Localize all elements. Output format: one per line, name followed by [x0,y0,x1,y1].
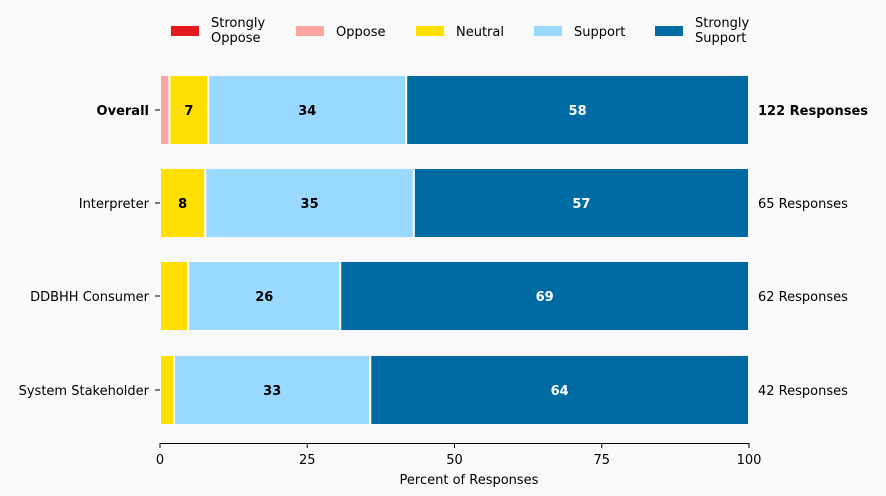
y-tick-label-system-stakeholder: System Stakeholder [19,384,150,399]
legend-item-oppose: Oppose [296,25,385,40]
legend-item-neutral: Neutral [416,25,504,40]
bar-segment-neutral [159,354,176,426]
bar-segment-support [207,74,408,146]
x-tick-label: 50 [446,453,463,468]
x-tick-label: 0 [156,453,164,468]
bars: 7 34 58 8 35 57 26 69 33 64 [159,74,750,426]
bar-row-overall: 7 34 58 [159,74,750,146]
legend-swatch-neutral [416,26,444,36]
bar-row-system-stakeholder: 33 64 [159,354,750,426]
bar-segment-oppose [159,74,171,146]
data-label: 33 [263,384,281,399]
bar-row-interpreter: 8 35 57 [159,167,750,239]
x-tick-label: 25 [299,453,316,468]
x-tick-label: 100 [737,453,762,468]
y-tick-label-overall: Overall [97,104,149,119]
legend-item-support: Support [534,25,625,40]
bar-segment-strongly-support [405,74,750,146]
x-axis-label: Percent of Responses [400,473,539,488]
y-tick-label-interpreter: Interpreter [79,197,150,212]
legend-swatch-strongly-support [655,26,683,36]
bar-segment-strongly-support [412,167,750,239]
x-axis: 0 25 50 75 100 [156,443,762,468]
data-label: 26 [255,290,273,305]
x-tick-label: 75 [593,453,610,468]
response-count: 42 Responses [758,384,848,399]
bar-segment-neutral [168,74,210,146]
y-axis-labels: Overall Interpreter DDBHH Consumer System S… [19,104,160,399]
legend-swatch-strongly-oppose [171,26,199,36]
legend-label: Strongly [211,16,265,31]
bar-row-ddbhh-consumer: 26 69 [159,260,750,332]
data-label: 57 [572,197,590,212]
data-label: 34 [298,104,316,119]
legend-label: Neutral [456,25,504,40]
legend-label: Oppose [336,25,385,40]
legend-label: Support [574,25,625,40]
legend-label: Strongly [695,16,749,31]
bar-segment-strongly-support [369,354,750,426]
response-count: 122 Responses [758,104,868,119]
bar-segment-support [173,354,372,426]
bar-segment-support [187,260,342,332]
data-label: 69 [536,290,554,305]
data-label: 8 [178,197,187,212]
response-count: 62 Responses [758,290,848,305]
data-label: 7 [184,104,193,119]
bar-segment-neutral [159,260,190,332]
data-label: 58 [569,104,587,119]
data-label: 35 [301,197,319,212]
y-tick-label-ddbhh-consumer: DDBHH Consumer [30,290,150,305]
response-counts: 122 Responses 65 Responses 62 Responses 42 … [758,104,868,399]
bar-segment-support [204,167,415,239]
response-count: 65 Responses [758,197,848,212]
data-label: 64 [551,384,569,399]
legend-swatch-oppose [296,26,324,36]
bar-segment-strongly-support [339,260,750,332]
legend-label: Support [695,31,746,46]
legend-label: Oppose [211,31,260,46]
legend-swatch-support [534,26,562,36]
